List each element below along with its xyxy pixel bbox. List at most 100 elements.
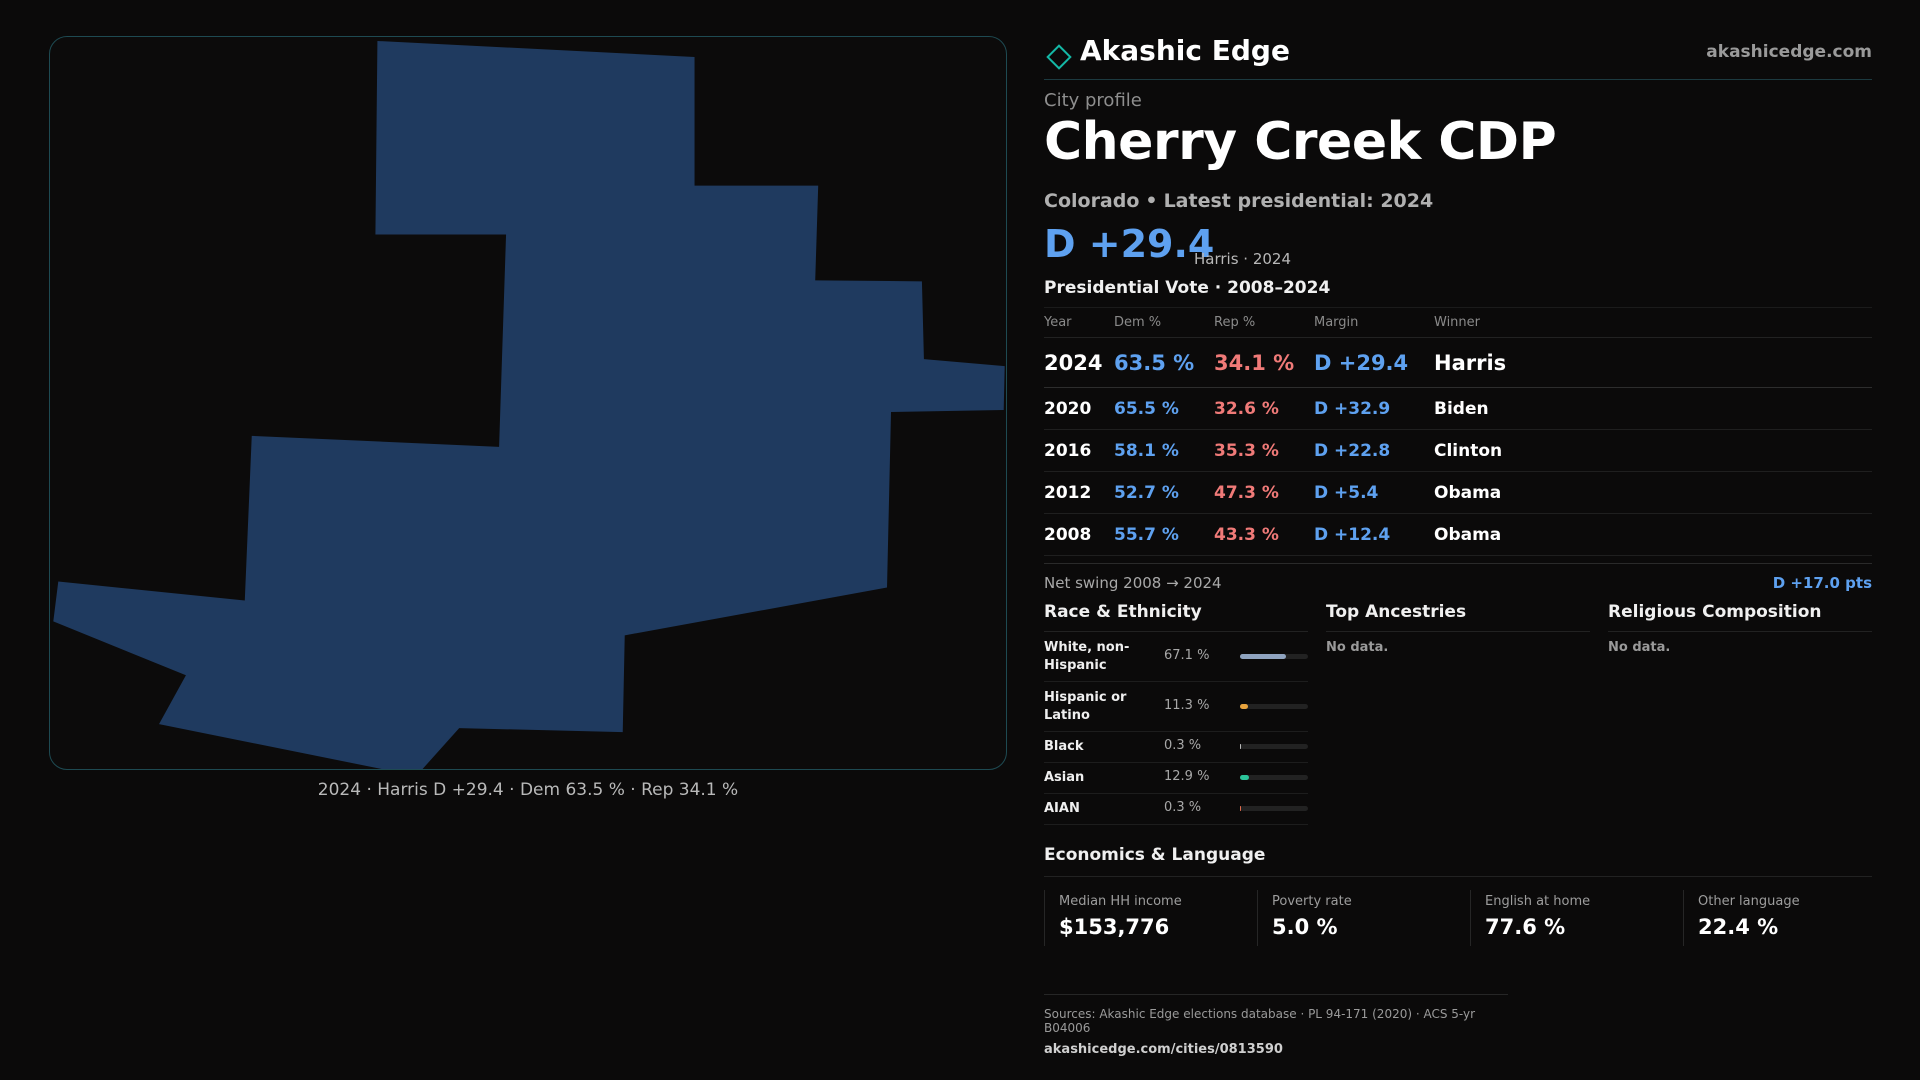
race-ethnicity-section: Race & Ethnicity White, non-Hispanic 67.… <box>1044 600 1308 825</box>
econ-card-poverty: Poverty rate 5.0 % <box>1257 890 1461 946</box>
race-pct: 67.1 % <box>1164 648 1210 663</box>
race-label: Hispanic or Latino <box>1044 690 1127 723</box>
cell-year: 2016 <box>1044 429 1114 472</box>
page-title: Cherry Creek CDP <box>1044 112 1557 172</box>
econ-card-income: Median HH income $153,776 <box>1044 890 1248 946</box>
cell-winner: Biden <box>1434 387 1872 430</box>
race-bar-fill <box>1240 654 1286 659</box>
cell-winner: Obama <box>1434 513 1872 556</box>
race-bar-fill <box>1240 806 1242 811</box>
cell-rep: 35.3 % <box>1214 429 1314 472</box>
cell-margin: D +12.4 <box>1314 513 1434 556</box>
econ-card-english: English at home 77.6 % <box>1470 890 1674 946</box>
cell-rep: 47.3 % <box>1214 471 1314 514</box>
cell-dem: 63.5 % <box>1114 337 1214 388</box>
race-label: White, non-Hispanic <box>1044 640 1130 673</box>
cell-winner: Harris <box>1434 337 1872 388</box>
latest-election-label: Latest presidential: 2024 <box>1163 190 1434 212</box>
race-pct: 11.3 % <box>1164 698 1210 713</box>
race-pct: 12.9 % <box>1164 769 1210 784</box>
footer-url-link[interactable]: akashicedge.com/cities/0813590 <box>1044 1042 1283 1057</box>
headline-note: Harris · 2024 <box>1194 250 1292 268</box>
table-row: 2012 52.7 % 47.3 % D +5.4 Obama <box>1044 471 1872 514</box>
table-row: 2020 65.5 % 32.6 % D +32.9 Biden <box>1044 387 1872 430</box>
econ-value: 77.6 % <box>1485 915 1566 939</box>
footer: Sources: Akashic Edge elections database… <box>1044 994 1508 1057</box>
table-header-row: Year Dem % Rep % Margin Winner <box>1044 307 1872 338</box>
race-bar-fill <box>1240 744 1242 749</box>
ancestries-section: Top Ancestries No data. <box>1326 600 1590 655</box>
race-bar-track <box>1240 654 1308 659</box>
city-boundary-svg <box>53 40 1005 769</box>
race-bar-fill <box>1240 775 1249 780</box>
boundary-map[interactable] <box>49 36 1007 770</box>
state-name: Colorado <box>1044 190 1140 212</box>
race-bar-fill <box>1240 704 1248 709</box>
cell-margin: D +22.8 <box>1314 429 1434 472</box>
religion-empty-text: No data. <box>1608 640 1671 655</box>
cell-dem: 52.7 % <box>1114 471 1214 514</box>
econ-value: 22.4 % <box>1698 915 1779 939</box>
profile-panel: Akashic Edge akashicedge.com City profil… <box>1044 0 1872 1080</box>
brand-url-link[interactable]: akashicedge.com <box>1706 42 1872 62</box>
diamond-logo-icon <box>1046 44 1072 70</box>
table-row: 2008 55.7 % 43.3 % D +12.4 Obama <box>1044 513 1872 556</box>
cell-dem: 58.1 % <box>1114 429 1214 472</box>
cell-year: 2008 <box>1044 513 1114 556</box>
religion-section: Religious Composition No data. <box>1608 600 1872 655</box>
net-swing-value: D +17.0 pts <box>1772 574 1872 592</box>
race-row: Hispanic or Latino 11.3 % <box>1044 682 1308 732</box>
race-pct: 0.3 % <box>1164 800 1202 815</box>
race-pct: 0.3 % <box>1164 738 1202 753</box>
econ-value: 5.0 % <box>1272 915 1338 939</box>
net-swing-label: Net swing 2008 → 2024 <box>1044 574 1222 592</box>
race-label: AIAN <box>1044 801 1080 816</box>
brand-header: Akashic Edge akashicedge.com <box>1044 30 1872 80</box>
cell-winner: Obama <box>1434 471 1872 514</box>
religion-section-title: Religious Composition <box>1608 600 1872 632</box>
cell-rep: 43.3 % <box>1214 513 1314 556</box>
cell-margin: D +29.4 <box>1314 337 1434 388</box>
cell-rep: 34.1 % <box>1214 337 1314 388</box>
race-row: Asian 12.9 % <box>1044 763 1308 794</box>
ancestries-section-title: Top Ancestries <box>1326 600 1590 632</box>
vote-table-title: Presidential Vote · 2008–2024 <box>1044 278 1331 298</box>
race-section-title: Race & Ethnicity <box>1044 600 1308 632</box>
cell-winner: Clinton <box>1434 429 1872 472</box>
page-kicker: City profile <box>1044 90 1142 111</box>
race-row: Black 0.3 % <box>1044 732 1308 763</box>
presidential-vote-table: Year Dem % Rep % Margin Winner 2024 63.5… <box>1044 307 1872 556</box>
cell-dem: 65.5 % <box>1114 387 1214 430</box>
header-winner: Winner <box>1434 307 1872 338</box>
econ-label: Poverty rate <box>1272 894 1352 909</box>
cell-margin: D +5.4 <box>1314 471 1434 514</box>
table-row: 2016 58.1 % 35.3 % D +22.8 Clinton <box>1044 429 1872 472</box>
race-label: Asian <box>1044 770 1085 785</box>
race-label: Black <box>1044 739 1084 754</box>
headline-margin: D +29.4 <box>1044 222 1215 266</box>
econ-card-other-language: Other language 22.4 % <box>1683 890 1887 946</box>
map-caption: 2024 · Harris D +29.4 · Dem 63.5 % · Rep… <box>317 780 739 800</box>
cell-margin: D +32.9 <box>1314 387 1434 430</box>
city-subline: Colorado • Latest presidential: 2024 <box>1044 190 1434 212</box>
header-margin: Margin <box>1314 307 1434 338</box>
city-boundary-shape <box>53 40 1005 769</box>
net-swing-row: Net swing 2008 → 2024 D +17.0 pts <box>1044 563 1872 597</box>
race-bar-track <box>1240 775 1308 780</box>
table-row: 2024 63.5 % 34.1 % D +29.4 Harris <box>1044 337 1872 388</box>
econ-value: $153,776 <box>1059 915 1170 939</box>
race-row: White, non-Hispanic 67.1 % <box>1044 632 1308 682</box>
header-rep: Rep % <box>1214 307 1314 338</box>
header-year: Year <box>1044 307 1114 338</box>
race-bar-track <box>1240 806 1308 811</box>
race-row: AIAN 0.3 % <box>1044 794 1308 825</box>
cell-year: 2024 <box>1044 337 1114 388</box>
economics-section-title: Economics & Language <box>1044 845 1872 877</box>
cell-year: 2012 <box>1044 471 1114 514</box>
econ-label: Other language <box>1698 894 1800 909</box>
race-bar-track <box>1240 704 1308 709</box>
cell-rep: 32.6 % <box>1214 387 1314 430</box>
cell-year: 2020 <box>1044 387 1114 430</box>
econ-label: English at home <box>1485 894 1591 909</box>
sources-text: Sources: Akashic Edge elections database… <box>1044 1007 1476 1035</box>
